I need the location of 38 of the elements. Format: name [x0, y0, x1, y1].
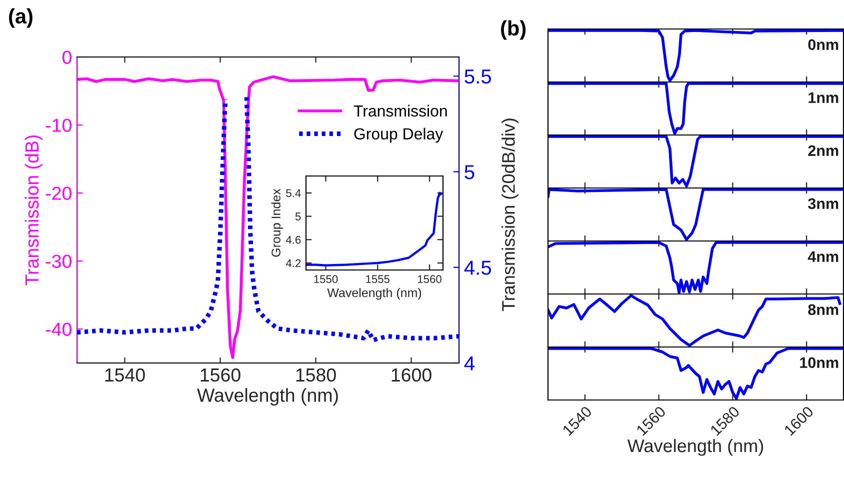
y-tick-label: 0	[62, 50, 72, 64]
y-tick-label: 4.6	[286, 236, 301, 244]
x-tick-label: 1555	[366, 275, 390, 284]
y-tick-label: 5	[295, 212, 301, 220]
annotation: 4nm	[808, 251, 838, 262]
y-tick-label: -40	[46, 322, 72, 336]
y-tick-label: -30	[46, 254, 72, 268]
legend-label: Group Delay	[354, 128, 444, 143]
x-tick-label: 1600	[392, 368, 432, 382]
annotation: 1nm	[808, 92, 838, 103]
y-tick-label: -20	[46, 186, 72, 200]
x-tick-label: 1580	[296, 368, 336, 382]
chart-title: (a)	[9, 8, 32, 28]
y-axis-title: Transmission (dB)	[24, 135, 42, 286]
x-tick-label: 1560	[200, 368, 240, 382]
y-tick-label: -10	[46, 118, 72, 132]
y-axis-title: Transmission (20dB/div)	[502, 118, 518, 312]
annotation: 2nm	[808, 145, 838, 156]
y-tick-label: 4.2	[286, 259, 301, 268]
annotation: 0nm	[808, 39, 838, 50]
x-tick-label: 1550	[314, 275, 338, 284]
y-axis-title: Group Index	[271, 188, 283, 257]
annotation: 10nm	[800, 357, 838, 368]
chart-title: (b)	[501, 20, 526, 40]
y-tick-label: 5.4	[286, 189, 301, 198]
y2-tick-label: 4	[464, 356, 474, 370]
y2-tick-label: 4.5	[464, 260, 492, 275]
annotation: 3nm	[808, 198, 838, 210]
y2-tick-label: 5.5	[464, 70, 492, 84]
x-axis-title: Wavelength (nm)	[627, 438, 764, 456]
x-tick-label: 1560	[418, 275, 442, 284]
x-axis-title: Wavelength (nm)	[197, 388, 338, 406]
legend-label: Transmission	[354, 104, 447, 117]
x-tick-label: 1540	[105, 368, 145, 382]
annotation: 8nm	[808, 304, 838, 316]
line-series	[306, 192, 442, 266]
y2-tick-label: 5	[464, 165, 474, 180]
x-axis-title: Wavelength (nm)	[327, 288, 422, 300]
